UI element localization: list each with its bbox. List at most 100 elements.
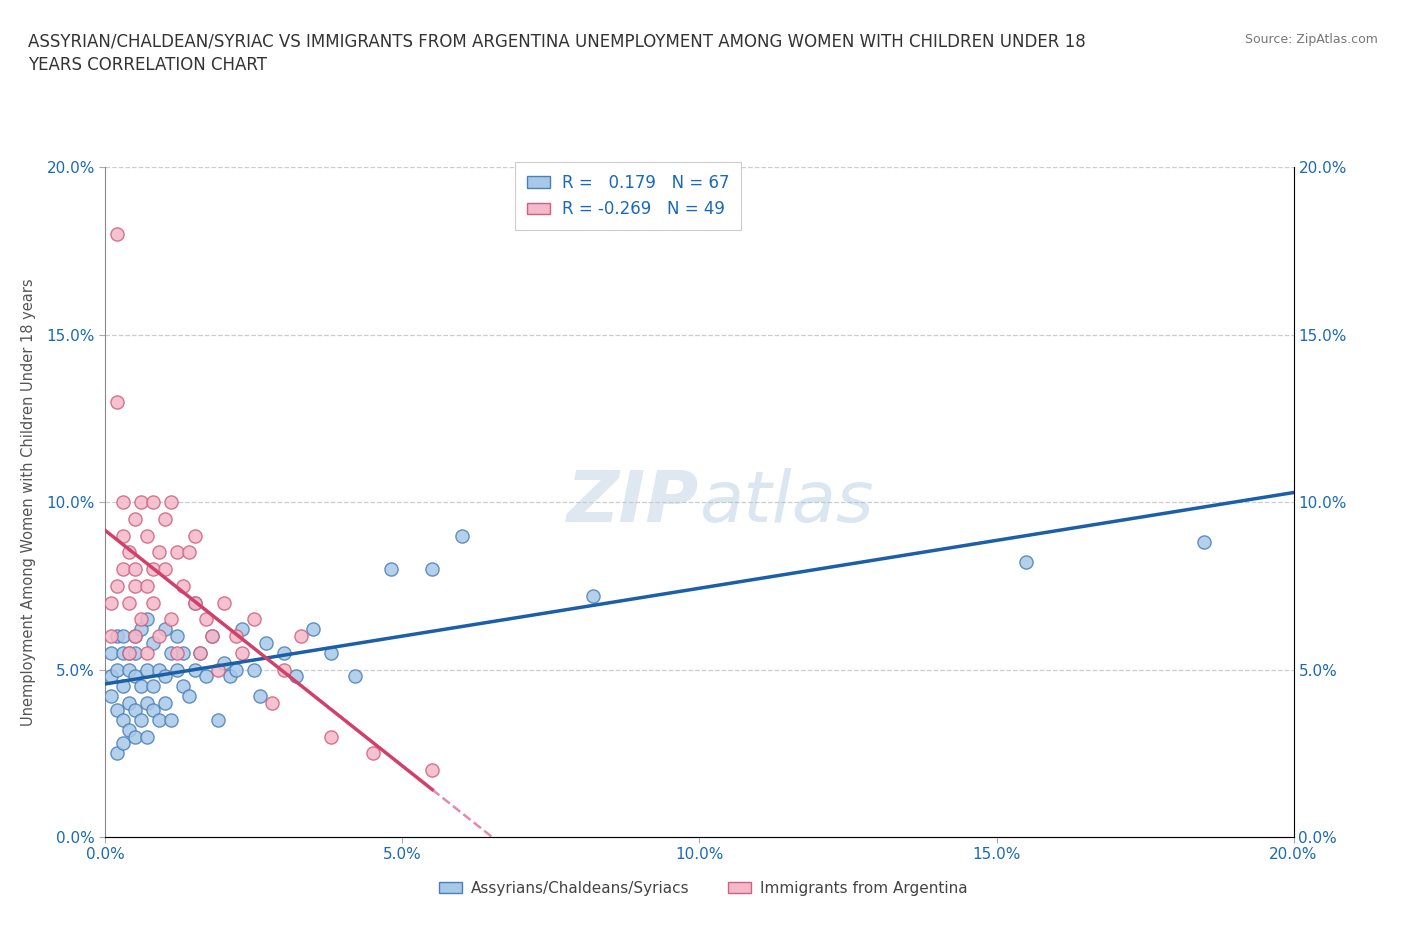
Point	[243, 662, 266, 677]
Point	[118, 545, 141, 560]
Point	[100, 669, 122, 684]
Point	[450, 528, 472, 543]
Point	[159, 495, 181, 510]
Point	[129, 495, 152, 510]
Point	[148, 629, 170, 644]
Point	[231, 622, 253, 637]
Point	[118, 645, 141, 660]
Point	[112, 495, 135, 510]
Point	[166, 629, 188, 644]
Point	[124, 645, 146, 660]
Point	[420, 763, 443, 777]
Point	[380, 562, 402, 577]
Point	[159, 612, 181, 627]
Point	[177, 689, 200, 704]
Point	[172, 578, 194, 593]
Point	[225, 629, 247, 644]
Point	[129, 712, 152, 727]
Point	[124, 512, 146, 526]
Point	[302, 622, 325, 637]
Point	[243, 612, 266, 627]
Point	[105, 702, 128, 717]
Point	[112, 528, 135, 543]
Point	[118, 662, 141, 677]
Point	[142, 702, 165, 717]
Point	[166, 662, 188, 677]
Point	[129, 622, 152, 637]
Point	[148, 545, 170, 560]
Point	[124, 578, 146, 593]
Point	[136, 528, 159, 543]
Point	[142, 679, 165, 694]
Point	[136, 729, 159, 744]
Point	[195, 612, 218, 627]
Point	[290, 629, 312, 644]
Point	[231, 645, 253, 660]
Point	[172, 645, 194, 660]
Point	[105, 578, 128, 593]
Point	[100, 689, 122, 704]
Point	[166, 645, 188, 660]
Point	[321, 645, 343, 660]
Point	[183, 662, 205, 677]
Point	[118, 723, 141, 737]
Point	[105, 662, 128, 677]
Point	[124, 669, 146, 684]
Point	[148, 662, 170, 677]
Point	[112, 679, 135, 694]
Point	[100, 595, 122, 610]
Point	[105, 227, 128, 242]
Point	[124, 562, 146, 577]
Point	[219, 669, 242, 684]
Point	[142, 495, 165, 510]
Point	[136, 696, 159, 711]
Point	[142, 562, 165, 577]
Point	[112, 629, 135, 644]
Point	[159, 712, 181, 727]
Point	[153, 669, 176, 684]
Point	[136, 578, 159, 593]
Point	[190, 645, 212, 660]
Point	[343, 669, 366, 684]
Point	[129, 612, 152, 627]
Point	[214, 595, 236, 610]
Point	[153, 696, 176, 711]
Point	[118, 645, 141, 660]
Point	[273, 662, 295, 677]
Text: ZIP: ZIP	[567, 468, 700, 537]
Point	[284, 669, 307, 684]
Point	[148, 712, 170, 727]
Point	[201, 629, 224, 644]
Point	[361, 746, 384, 761]
Point	[254, 635, 277, 650]
Point	[420, 562, 443, 577]
Point	[118, 595, 141, 610]
Point	[124, 702, 146, 717]
Point	[112, 712, 135, 727]
Point	[112, 562, 135, 577]
Point	[195, 669, 218, 684]
Point	[321, 729, 343, 744]
Point	[177, 545, 200, 560]
Point	[581, 589, 603, 604]
Point	[153, 622, 176, 637]
Point	[142, 595, 165, 610]
Point	[201, 629, 224, 644]
Point	[105, 629, 128, 644]
Point	[207, 662, 229, 677]
Y-axis label: Unemployment Among Women with Children Under 18 years: Unemployment Among Women with Children U…	[21, 278, 35, 726]
Point	[100, 629, 122, 644]
Point	[112, 645, 135, 660]
Point	[166, 545, 188, 560]
Point	[273, 645, 295, 660]
Point	[159, 645, 181, 660]
Point	[183, 528, 205, 543]
Point	[124, 629, 146, 644]
Point	[225, 662, 247, 677]
Legend: Assyrians/Chaldeans/Syriacs, Immigrants from Argentina: Assyrians/Chaldeans/Syriacs, Immigrants …	[433, 874, 973, 902]
Point	[190, 645, 212, 660]
Point	[112, 736, 135, 751]
Point	[172, 679, 194, 694]
Point	[1015, 555, 1038, 570]
Point	[153, 562, 176, 577]
